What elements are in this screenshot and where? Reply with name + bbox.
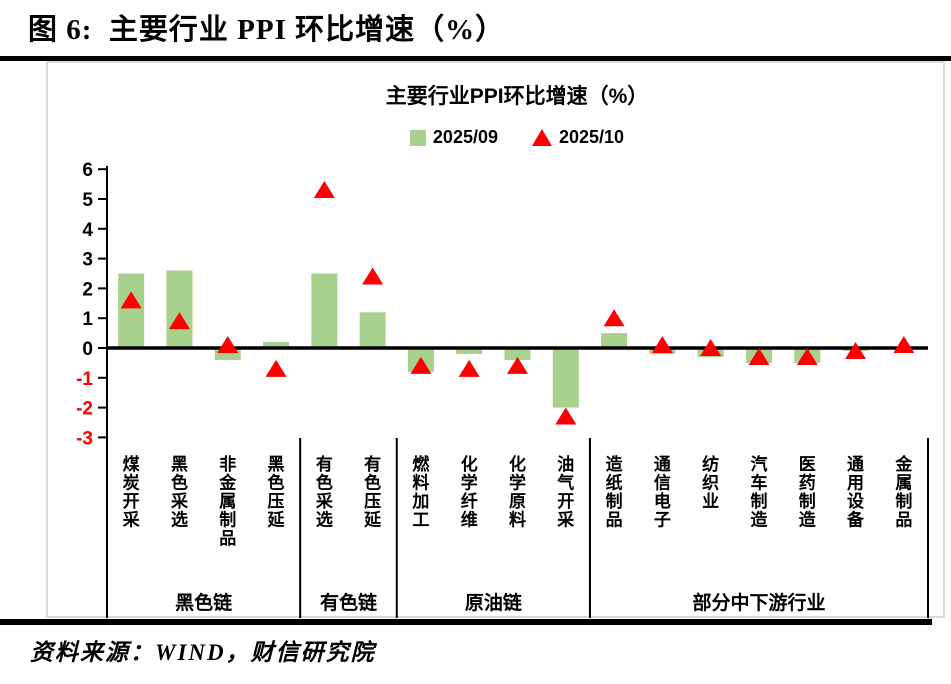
- legend-label-2025-10: 2025/10: [559, 127, 625, 147]
- legend-item-2025-10: 2025/10: [532, 127, 624, 148]
- marker-2025/10: [458, 359, 480, 377]
- bar-2025/09: [214, 348, 241, 360]
- chart-legend: 2025/09 2025/10: [409, 127, 624, 148]
- marker-2025/10: [265, 359, 287, 377]
- marker-2025/10: [410, 356, 432, 374]
- marker-2025/10: [120, 291, 142, 309]
- marker-2025/10: [555, 407, 577, 425]
- figure-title: 图 6: 主要行业 PPI 环比增速（%）: [28, 14, 506, 46]
- bar-2025/09: [601, 333, 628, 348]
- top-rule: [0, 56, 951, 61]
- legend-label-2025-09: 2025/09: [432, 127, 498, 147]
- chart-title: 主要行业PPI环比增速（%）: [385, 85, 649, 108]
- legend-square-icon: [409, 129, 426, 146]
- marker-2025/10: [796, 347, 818, 365]
- category-label: 油气开采: [556, 454, 574, 530]
- bar-2025/09: [118, 273, 145, 348]
- category-label: 医药制造: [799, 455, 817, 530]
- bar-2025/09: [552, 348, 579, 408]
- bar-2025/09: [456, 348, 483, 354]
- category-label: 燃料加工: [411, 454, 430, 530]
- category-label: 纺织业: [702, 454, 719, 511]
- category-label: 化学纤维: [461, 454, 478, 530]
- y-tick-label: 6: [82, 160, 93, 181]
- marker-2025/10: [651, 336, 673, 354]
- marker-2025/10: [362, 267, 384, 285]
- category-label: 煤炭开采: [122, 454, 140, 530]
- group-label: 部分中下游行业: [692, 591, 825, 614]
- marker-2025/10: [507, 356, 528, 374]
- y-tick-label: 0: [82, 339, 93, 360]
- category-label: 有色采选: [315, 454, 333, 530]
- y-tick-label: 2: [82, 279, 93, 300]
- ppi-chart: 6 5 4 3 2 1 0 -1 -2 -3 煤炭开采 黑色采选 非金属制品 黑色压延 有色采选 有色压延 燃料…: [76, 160, 929, 618]
- legend-triangle-icon: [532, 129, 552, 146]
- marker-2025/10: [217, 336, 239, 354]
- bar-2025/09: [263, 342, 290, 348]
- y-tick-label: -3: [76, 428, 93, 449]
- category-label: 化学原料: [509, 454, 526, 530]
- bar-2025/09: [359, 312, 386, 348]
- category-label: 造纸制品: [606, 455, 624, 530]
- chart-panel: [46, 61, 945, 618]
- marker-2025/10: [700, 339, 722, 356]
- group-label: 原油链: [465, 591, 522, 614]
- category-label: 通信电子: [654, 455, 671, 530]
- marker-2025/10: [313, 181, 335, 199]
- y-tick-label: -2: [76, 399, 93, 420]
- bottom-rule: [0, 619, 932, 625]
- category-label: 非金属制品: [218, 454, 237, 548]
- y-tick-label: 1: [82, 309, 93, 330]
- legend-item-2025-09: 2025/09: [409, 127, 498, 148]
- marker-2025/10: [845, 341, 867, 359]
- marker-2025/10: [893, 336, 915, 354]
- category-label: 黑色压延: [267, 455, 286, 530]
- category-label: 汽车制造: [750, 454, 768, 530]
- source-note: 资料来源：WIND，财信研究院: [30, 640, 376, 665]
- bar-2025/09: [166, 270, 193, 348]
- y-tick-label: 4: [82, 220, 93, 241]
- marker-2025/10: [603, 309, 625, 327]
- group-label: 有色链: [320, 591, 377, 614]
- bar-2025/09: [504, 348, 531, 360]
- marker-2025/10: [168, 312, 190, 330]
- group-label: 黑色链: [175, 591, 232, 614]
- category-label: 黑色采选: [170, 455, 188, 530]
- marker-2025/10: [748, 347, 770, 365]
- y-tick-label: 5: [82, 190, 93, 211]
- category-label: 金属制品: [894, 454, 913, 530]
- y-tick-label: -1: [76, 369, 93, 390]
- category-label: 有色压延: [363, 454, 382, 530]
- y-tick-label: 3: [82, 250, 93, 271]
- category-label: 通用设备: [846, 455, 865, 530]
- bar-2025/09: [311, 273, 338, 348]
